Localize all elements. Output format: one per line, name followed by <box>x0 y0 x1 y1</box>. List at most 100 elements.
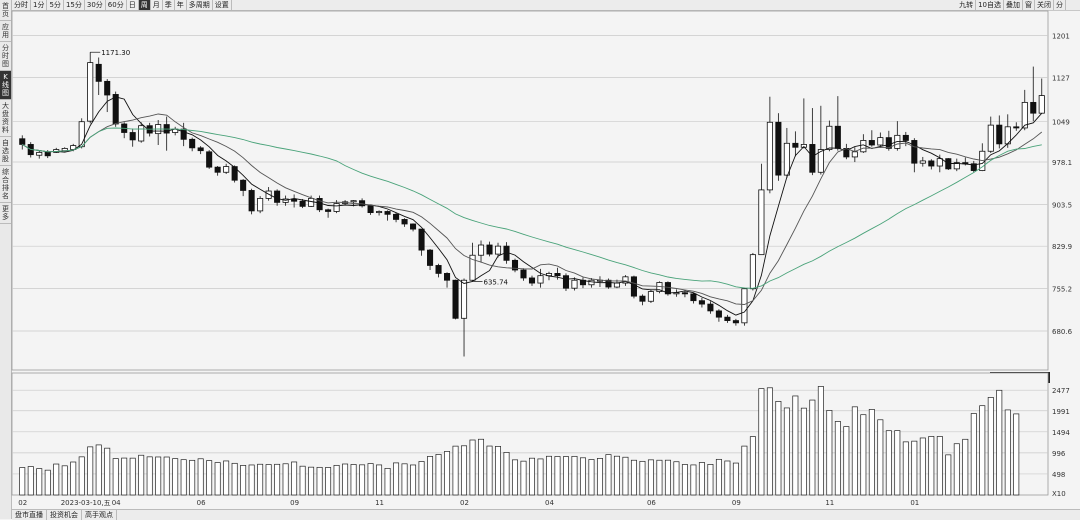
period-tab-11[interactable]: 多周期 <box>187 0 213 10</box>
sidebar-item-3[interactable]: K线图 <box>0 71 11 100</box>
sidebar-item-4[interactable]: 大盘资料 <box>0 100 11 137</box>
period-tab-9[interactable]: 季 <box>163 0 175 10</box>
candle-body <box>894 134 901 149</box>
period-tab-7[interactable]: 周 <box>138 0 151 10</box>
toolbar-right-item-5[interactable]: 分 <box>1054 0 1066 10</box>
ma30-line <box>21 127 1042 289</box>
x-axis-label: 09 <box>290 499 299 507</box>
candle-body <box>953 162 960 170</box>
volume-bar <box>240 465 247 496</box>
x-axis-label: 11 <box>825 499 834 507</box>
indicator-label[interactable]: 周K(前复权) 科创50 <box>13 11 77 19</box>
bottom-tab-0[interactable]: 盘市直播 <box>12 510 47 520</box>
period-tab-4[interactable]: 30分 <box>85 0 106 10</box>
volume-bar <box>1004 409 1011 496</box>
ma5-value: MA5: 998.78 <box>82 11 127 19</box>
volume-total: 总手: 77596118 <box>13 375 68 383</box>
ma10-value: MA10: 998.23 <box>133 11 182 19</box>
volume-bar <box>223 460 230 496</box>
period-tab-3[interactable]: 15分 <box>64 0 85 10</box>
toolbar-right-item-3[interactable]: 窗 <box>1023 0 1035 10</box>
candle-body <box>690 293 697 302</box>
period-tab-10[interactable]: 年 <box>175 0 187 10</box>
volume-bar <box>444 451 451 496</box>
volume-bar <box>376 464 383 496</box>
period-toolbar: 分时 1分 5分 15分 30分 60分日周月季年多周期 设置 九转 10自选 叠加窗关闭分 <box>12 0 1080 11</box>
bottom-tab-2[interactable]: 高手观点 <box>82 510 117 520</box>
sidebar-item-6[interactable]: 综合排名 <box>0 166 11 203</box>
candle-body <box>248 190 255 212</box>
candle-body <box>809 144 816 173</box>
toolbar-right-item-1[interactable]: 10自选 <box>976 0 1004 10</box>
volume-bar <box>817 386 824 496</box>
volume-bar <box>639 460 646 496</box>
volume-bar <box>554 456 561 496</box>
volume-bar <box>401 463 408 496</box>
toolbar-right-item-2[interactable]: 叠加 <box>1004 0 1023 10</box>
toolbar-right-item-0[interactable]: 九转 <box>957 0 977 10</box>
volume-bar <box>783 407 790 496</box>
volume-bar <box>435 454 442 496</box>
candle-body <box>180 128 187 140</box>
volume-bar <box>291 461 298 496</box>
volume-bar <box>851 406 858 496</box>
sidebar-item-1[interactable]: 应用 <box>0 21 11 42</box>
sidebar-item-7[interactable]: 更多 <box>0 203 11 224</box>
candle-body <box>647 291 654 302</box>
period-tab-5[interactable]: 60分 <box>106 0 127 10</box>
volume-tick-label: 1494 <box>1052 429 1070 437</box>
volume-bar <box>350 464 357 496</box>
period-tab-8[interactable]: 月 <box>151 0 163 10</box>
candle-body <box>1030 101 1037 114</box>
volume-bar <box>520 460 527 496</box>
volume-bar <box>571 455 578 496</box>
candle-body <box>427 249 434 266</box>
ma10-line <box>21 113 1043 305</box>
sidebar-item-5[interactable]: 自选股 <box>0 137 11 166</box>
candle-body <box>783 142 790 176</box>
x-axis-label: 04 <box>112 499 121 507</box>
candle-body <box>87 62 94 122</box>
candle-body <box>962 162 969 165</box>
candle-body <box>775 121 782 176</box>
volume-bar <box>155 456 162 496</box>
candle-body <box>673 292 680 295</box>
volume-bar <box>53 463 60 496</box>
price-tick-label: 829.9 <box>1052 243 1072 251</box>
candle-body <box>664 282 671 295</box>
bottom-tab-1[interactable]: 投资机会 <box>47 510 82 520</box>
volume-bar <box>970 413 977 496</box>
volume-bar <box>698 462 705 496</box>
volume-dropdown-label: 成交量 <box>1006 373 1028 381</box>
x-axis-label: 06 <box>647 499 656 507</box>
sidebar-item-0[interactable]: 首页 <box>0 0 11 21</box>
period-tab-6[interactable]: 日 <box>127 0 139 10</box>
candle-body <box>758 189 765 256</box>
period-tab-12[interactable]: 设置 <box>213 0 232 10</box>
toolbar-right-item-4[interactable]: 关闭 <box>1035 0 1054 10</box>
x-axis-label: 02 <box>460 499 469 507</box>
volume-bar <box>749 436 756 496</box>
volume-bar <box>715 458 722 496</box>
volume-bar <box>800 407 807 496</box>
period-tab-0[interactable]: 分时 <box>12 0 31 10</box>
candle-body <box>613 282 620 288</box>
candle-body <box>494 245 502 255</box>
volume-bar <box>384 467 391 496</box>
sidebar-item-2[interactable]: 分时图 <box>0 42 11 71</box>
volume-bar <box>962 438 969 496</box>
candle-body <box>316 198 323 211</box>
candle-body <box>1013 126 1020 129</box>
candle-body <box>1004 126 1011 145</box>
volume-bar <box>758 388 765 496</box>
volume-indicator-dropdown[interactable]: 成交量 ▾ <box>990 372 1050 383</box>
volume-bar <box>27 466 34 496</box>
period-tab-1[interactable]: 1分 <box>31 0 48 10</box>
volume-bar <box>885 430 892 496</box>
volume-bar <box>87 446 94 496</box>
volume-bar <box>647 459 654 496</box>
x-axis-label: 04 <box>545 499 554 507</box>
candle-body <box>104 80 111 96</box>
period-tab-2[interactable]: 5分 <box>47 0 64 10</box>
